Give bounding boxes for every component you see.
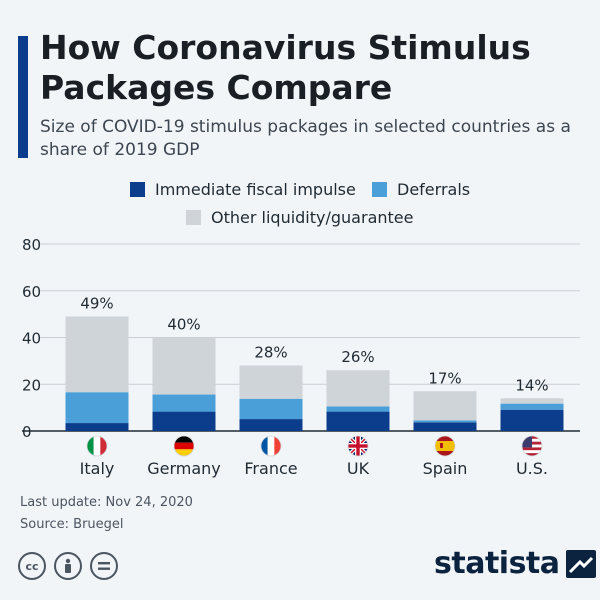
italy-flag-icon — [86, 435, 108, 457]
license-icons: cc — [18, 552, 118, 580]
legend-swatch-immediate — [130, 182, 145, 197]
total-label: 49% — [80, 294, 113, 312]
bar-us-seg1 — [500, 403, 564, 410]
category-label: Spain — [423, 459, 468, 478]
page-title: How Coronavirus Stimulus Packages Compar… — [40, 28, 531, 107]
bar-spain-seg2 — [413, 391, 477, 421]
bar-france-seg1 — [239, 398, 303, 420]
bar-spain-seg0 — [413, 422, 477, 431]
by-icon[interactable] — [54, 552, 82, 580]
bar-us-seg2 — [500, 398, 564, 404]
us-flag-icon — [521, 435, 543, 457]
legend-swatch-deferrals — [372, 182, 387, 197]
bar-us-seg0 — [500, 409, 564, 431]
category-label: Germany — [147, 459, 221, 478]
category-label: U.S. — [516, 459, 548, 478]
category-label: France — [244, 459, 297, 478]
total-label: 40% — [167, 316, 200, 334]
y-tick-label: 0 — [22, 423, 32, 441]
page-subtitle: Size of COVID-19 stimulus packages in se… — [40, 117, 571, 160]
last-update: Last update: Nov 24, 2020 — [20, 495, 193, 510]
total-label: 28% — [254, 344, 287, 362]
legend-label-immediate: Immediate fiscal impulse — [155, 180, 356, 199]
bar-italy-seg2 — [65, 316, 129, 393]
bar-germany-seg2 — [152, 337, 216, 395]
legend-swatch-other — [186, 210, 201, 225]
category-label: UK — [347, 459, 370, 478]
legend-item-immediate: Immediate fiscal impulse — [130, 180, 356, 199]
total-label: 17% — [428, 369, 461, 387]
y-tick-label: 80 — [22, 236, 41, 254]
accent-bar — [18, 36, 28, 158]
germany-flag-icon — [173, 435, 195, 457]
bar-italy-seg1 — [65, 392, 129, 424]
france-flag-icon — [260, 435, 282, 457]
uk-flag-icon — [347, 435, 369, 457]
spain-flag-icon — [434, 435, 456, 457]
category-label: Italy — [80, 459, 115, 478]
statista-logo-text: statista — [434, 546, 560, 581]
nd-icon[interactable] — [90, 552, 118, 580]
y-tick-label: 60 — [22, 283, 41, 301]
bar-germany-seg1 — [152, 394, 216, 412]
bar-france-seg0 — [239, 419, 303, 431]
legend-label-other: Other liquidity/guarantee — [211, 208, 414, 227]
total-label: 26% — [341, 348, 374, 366]
bar-germany-seg0 — [152, 411, 216, 431]
bar-uk-seg2 — [326, 370, 390, 407]
source: Source: Bruegel — [20, 517, 124, 532]
bar-italy-seg0 — [65, 423, 129, 431]
legend-item-other: Other liquidity/guarantee — [186, 208, 413, 227]
bar-uk-seg1 — [326, 406, 390, 412]
statista-logo-icon — [565, 549, 596, 578]
y-tick-label: 40 — [22, 330, 41, 348]
bar-france-seg2 — [239, 365, 303, 399]
statista-brand[interactable]: statista — [434, 546, 596, 581]
cc-icon[interactable]: cc — [18, 552, 46, 580]
total-label: 14% — [515, 376, 548, 394]
legend-label-deferrals: Deferrals — [397, 180, 471, 199]
legend-item-deferrals: Deferrals — [372, 180, 470, 199]
y-tick-label: 20 — [22, 376, 41, 394]
bar-uk-seg0 — [326, 411, 390, 431]
bar-spain-seg1 — [413, 420, 477, 423]
